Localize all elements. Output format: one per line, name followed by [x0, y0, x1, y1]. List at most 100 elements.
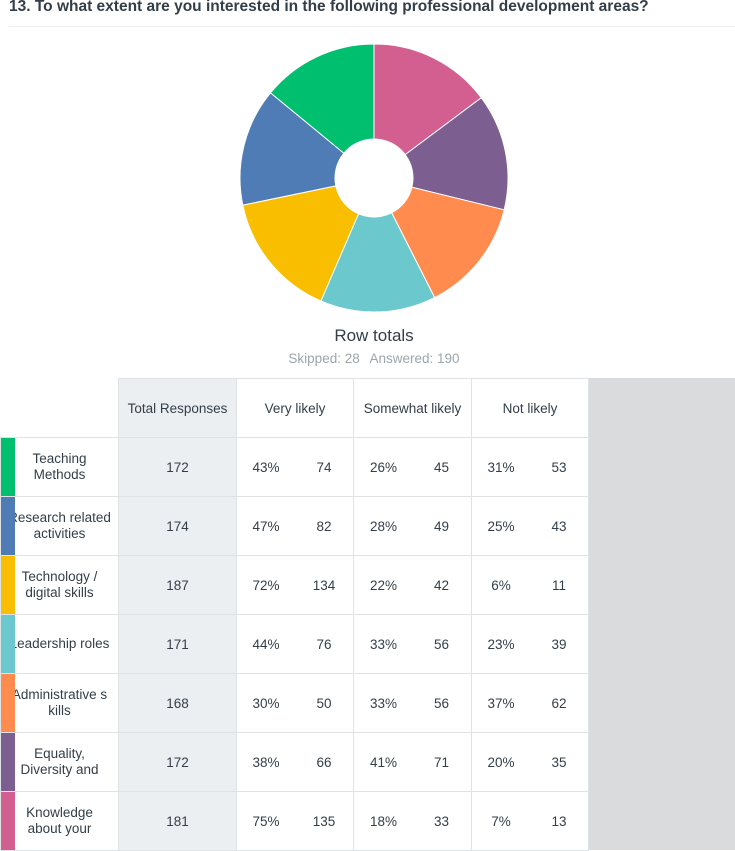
- table-row: Technology / digital skills 187 72% 134 22% 4…: [0, 555, 589, 615]
- not-likely-count: 62: [551, 695, 567, 711]
- somewhat-likely-count: 71: [433, 754, 450, 770]
- very-likely-cell: 72% 134: [236, 555, 354, 615]
- not-likely-percent: 6%: [491, 577, 511, 593]
- somewhat-likely-cell: 41% 71: [353, 732, 472, 792]
- somewhat-likely-cell: 28% 49: [353, 496, 472, 556]
- total-responses-cell: 187: [118, 555, 237, 615]
- somewhat-likely-percent: 22%: [369, 577, 398, 593]
- row-label: Research related activities: [0, 496, 119, 556]
- not-likely-cell: 31% 53: [471, 437, 589, 497]
- not-likely-percent: 25%: [487, 518, 515, 534]
- not-likely-count: 43: [551, 518, 567, 534]
- row-label-text: Leadership roles: [9, 636, 110, 651]
- question-title: 13. To what extent are you interested in…: [9, 0, 735, 27]
- somewhat-likely-count: 56: [433, 636, 450, 652]
- not-likely-cell: 37% 62: [471, 673, 589, 733]
- very-likely-cell: 47% 82: [236, 496, 354, 556]
- header-not-likely: Not likely: [471, 378, 589, 438]
- total-responses-cell: 171: [118, 614, 237, 674]
- very-likely-count: 66: [316, 754, 332, 770]
- pie-slice-2[interactable]: [404, 97, 509, 211]
- very-likely-cell: 38% 66: [236, 732, 354, 792]
- table-row: Knowledge about your 181 75% 135 18% 33 7% 13: [0, 791, 589, 851]
- responses-table: Total Responses Very likely Somewhat lik…: [0, 378, 589, 851]
- pie-slice-4[interactable]: [320, 212, 436, 313]
- somewhat-likely-count: 45: [433, 459, 450, 475]
- row-color-swatch: [1, 733, 15, 791]
- not-likely-cell: 7% 13: [471, 791, 589, 851]
- row-color-swatch: [1, 497, 15, 555]
- total-responses-cell: 181: [118, 791, 237, 851]
- not-likely-percent: 37%: [487, 695, 515, 711]
- very-likely-count: 50: [316, 695, 332, 711]
- very-likely-cell: 44% 76: [236, 614, 354, 674]
- not-likely-count: 13: [551, 813, 567, 829]
- somewhat-likely-percent: 33%: [369, 695, 398, 711]
- row-label-text: Administrative s kills: [11, 687, 108, 718]
- header-total-responses: Total Responses: [118, 378, 237, 438]
- somewhat-likely-cell: 22% 42: [353, 555, 472, 615]
- row-label-text: Equality, Diversity and: [20, 746, 99, 777]
- not-likely-percent: 7%: [491, 813, 511, 829]
- very-likely-percent: 38%: [252, 754, 280, 770]
- pie-chart: [239, 43, 509, 313]
- row-color-swatch: [1, 674, 15, 732]
- not-likely-cell: 23% 39: [471, 614, 589, 674]
- header-blank: [0, 378, 119, 438]
- row-label-text: Knowledge about your: [26, 805, 93, 836]
- somewhat-likely-percent: 18%: [369, 813, 398, 829]
- pie-slice-5[interactable]: [242, 185, 360, 302]
- somewhat-likely-cell: 18% 33: [353, 791, 472, 851]
- somewhat-likely-count: 49: [433, 518, 450, 534]
- not-likely-count: 35: [551, 754, 567, 770]
- not-likely-cell: 25% 43: [471, 496, 589, 556]
- very-likely-percent: 30%: [252, 695, 280, 711]
- row-label-text: Technology / digital skills: [21, 569, 98, 600]
- somewhat-likely-percent: 26%: [369, 459, 398, 475]
- somewhat-likely-count: 56: [433, 695, 450, 711]
- pie-slice-3[interactable]: [390, 186, 505, 299]
- somewhat-likely-count: 42: [433, 577, 450, 593]
- somewhat-likely-cell: 33% 56: [353, 614, 472, 674]
- pie-slice-7[interactable]: [269, 43, 375, 154]
- total-responses-cell: 174: [118, 496, 237, 556]
- somewhat-likely-cell: 26% 45: [353, 437, 472, 497]
- total-responses-cell: 172: [118, 437, 237, 497]
- pie-slice-6[interactable]: [239, 92, 345, 206]
- table-row: Leadership roles 171 44% 76 33% 56 23% 39: [0, 614, 589, 674]
- answered-count: Answered: 190: [369, 351, 460, 366]
- very-likely-percent: 75%: [252, 813, 280, 829]
- very-likely-count: 135: [312, 813, 336, 829]
- not-likely-count: 11: [551, 577, 566, 593]
- row-label: Administrative s kills: [0, 673, 119, 733]
- very-likely-cell: 43% 74: [236, 437, 354, 497]
- row-label: Equality, Diversity and: [0, 732, 119, 792]
- total-responses-cell: 172: [118, 732, 237, 792]
- very-likely-count: 134: [312, 577, 336, 593]
- not-likely-cell: 6% 11: [471, 555, 589, 615]
- not-likely-count: 53: [551, 459, 567, 475]
- row-label: Knowledge about your: [0, 791, 119, 851]
- very-likely-percent: 47%: [252, 518, 280, 534]
- response-summary: Skipped: 28 Answered: 190: [0, 351, 735, 366]
- not-likely-cell: 20% 35: [471, 732, 589, 792]
- not-likely-count: 39: [551, 636, 567, 652]
- very-likely-percent: 43%: [252, 459, 280, 475]
- pie-slice-1[interactable]: [373, 43, 482, 156]
- not-likely-percent: 20%: [487, 754, 515, 770]
- somewhat-likely-cell: 33% 56: [353, 673, 472, 733]
- table-row: Equality, Diversity and 172 38% 66 41% 71 20% 3…: [0, 732, 589, 792]
- row-color-swatch: [1, 438, 15, 496]
- very-likely-cell: 30% 50: [236, 673, 354, 733]
- somewhat-likely-count: 33: [433, 813, 450, 829]
- row-label-text: Teaching Methods: [32, 451, 87, 482]
- somewhat-likely-percent: 33%: [369, 636, 398, 652]
- not-likely-percent: 23%: [487, 636, 515, 652]
- somewhat-likely-percent: 41%: [369, 754, 398, 770]
- row-label-text: Research related activities: [8, 510, 111, 541]
- table-header-row: Total Responses Very likely Somewhat lik…: [0, 378, 589, 438]
- side-panel: [588, 378, 735, 850]
- total-responses-cell: 168: [118, 673, 237, 733]
- very-likely-count: 82: [316, 518, 332, 534]
- header-very-likely: Very likely: [236, 378, 354, 438]
